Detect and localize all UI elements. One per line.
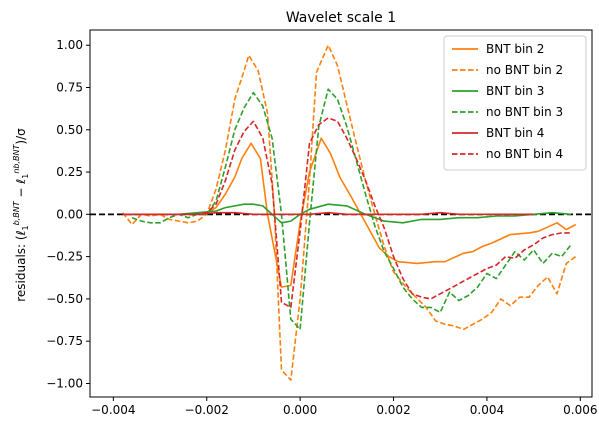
x-tick-label: −0.002 — [185, 403, 229, 417]
svg-text:residuals: (ℓ1b,BNT − ℓ1nb,BNT: residuals: (ℓ1b,BNT − ℓ1nb,BNT)/σ — [12, 128, 30, 302]
x-tick-label: 0.004 — [470, 403, 504, 417]
series-line-bnt-bin-3 — [122, 203, 572, 224]
y-axis-label: residuals: (ℓ1b,BNT − ℓ1nb,BNT)/σ — [12, 128, 30, 302]
legend-label: no BNT bin 3 — [486, 105, 563, 119]
ylabel-ell2: ℓ — [14, 179, 28, 185]
ylabel-sup2: nb,BNT — [12, 143, 21, 173]
ylabel-suffix: )/σ — [14, 128, 28, 145]
legend-label: BNT bin 4 — [486, 126, 544, 140]
y-tick-label: −0.50 — [46, 292, 83, 306]
ylabel-ell1: ℓ — [14, 230, 28, 236]
y-tick-label: 0.25 — [56, 165, 83, 179]
legend-box — [443, 35, 587, 171]
axes: −0.004 −0.002 0.000 0.002 0.004 0.006 −1.00 −0.… — [46, 29, 598, 417]
plot-area — [90, 44, 592, 381]
legend-label: no BNT bin 2 — [486, 63, 563, 77]
ylabel-minus: − — [14, 184, 28, 202]
y-tick-label: −0.75 — [46, 334, 83, 348]
x-tick-label: 0.006 — [563, 403, 597, 417]
ylabel-sub1: 1 — [21, 225, 30, 230]
y-tick-label: −0.25 — [46, 250, 83, 264]
y-tick-label: 0.50 — [56, 123, 83, 137]
chart-title: Wavelet scale 1 — [286, 10, 396, 26]
legend-label: no BNT bin 4 — [486, 147, 563, 161]
y-tick-label: 0.00 — [56, 207, 83, 221]
x-tick-label: −0.004 — [91, 403, 135, 417]
axes-frame — [89, 29, 593, 398]
ylabel-sup1: b,BNT — [12, 200, 21, 225]
legend: BNT bin 2 no BNT bin 2 BNT bin 3 no BNT bin… — [443, 35, 587, 171]
legend-label: BNT bin 3 — [486, 84, 544, 98]
x-tick-label: 0.002 — [376, 403, 410, 417]
x-tick-label: 0.000 — [283, 403, 317, 417]
series-line-no-bnt-bin-2 — [122, 44, 577, 381]
series-line-no-bnt-bin-4 — [122, 117, 571, 309]
legend-label: BNT bin 2 — [486, 42, 544, 56]
series-line-bnt-bin-2 — [204, 137, 577, 288]
y-tick-label: −1.00 — [46, 376, 83, 390]
ylabel-prefix: residuals: ( — [14, 235, 28, 301]
y-tick-label: 1.00 — [56, 38, 83, 52]
y-tick-label: 0.75 — [56, 81, 83, 95]
ylabel-sub2: 1 — [21, 174, 30, 179]
